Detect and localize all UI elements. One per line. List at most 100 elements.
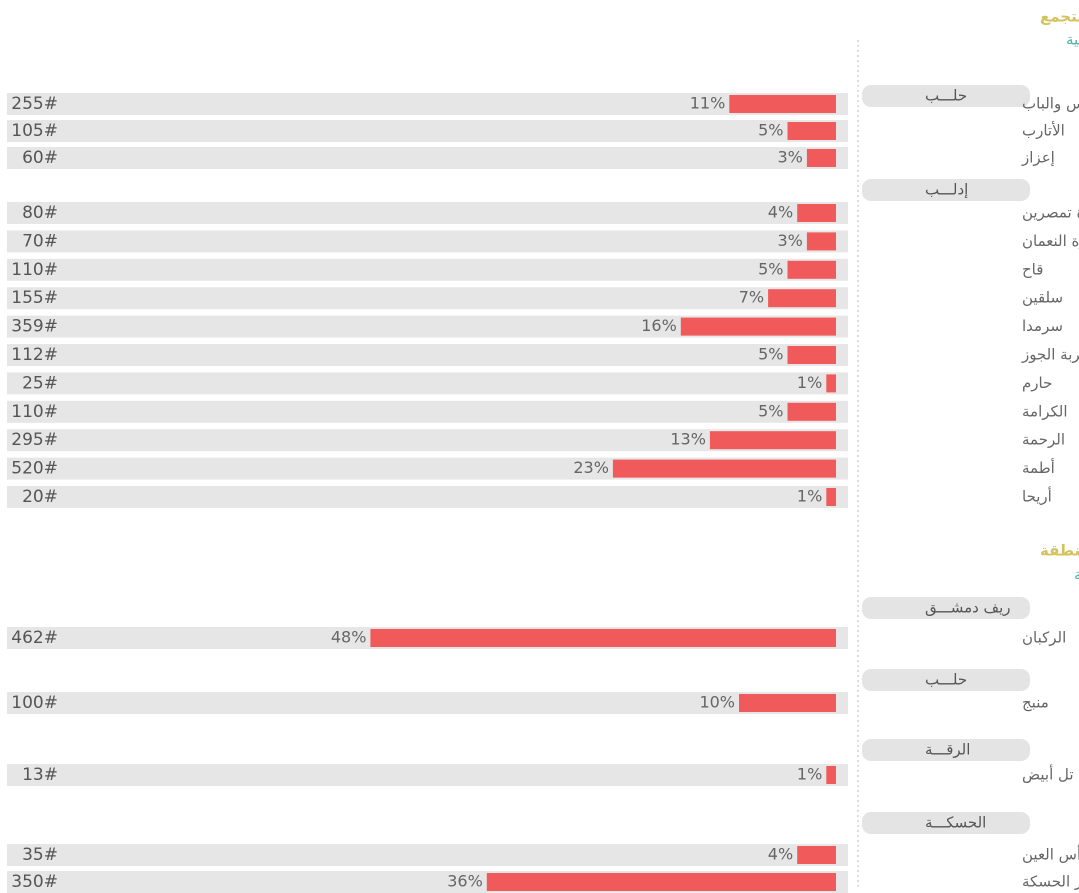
value-label: 11% xyxy=(690,94,726,113)
row-background xyxy=(7,344,848,366)
value-label: 5% xyxy=(758,345,783,364)
row-background xyxy=(7,372,848,395)
row-background xyxy=(7,764,848,786)
count-label: 35# xyxy=(22,845,58,865)
bar xyxy=(370,629,836,647)
count-label: 20# xyxy=(22,487,58,507)
row-name: مركز الحسكة xyxy=(1022,873,1079,891)
count-label: 110# xyxy=(11,260,58,280)
row-name: جرابلس والباب xyxy=(1022,95,1079,113)
bar xyxy=(797,846,836,864)
group-pill xyxy=(862,812,1030,834)
value-label: 5% xyxy=(758,259,783,278)
region-title: المخيمات الشمالية الغربية xyxy=(1066,31,1079,49)
row-name: أطمة xyxy=(1022,458,1055,477)
row-background xyxy=(7,315,848,338)
count-label: 520# xyxy=(11,459,58,479)
bar xyxy=(729,95,836,113)
group-pill xyxy=(862,739,1030,761)
value-label: 1% xyxy=(797,765,822,784)
bar xyxy=(486,873,836,891)
row-background xyxy=(7,230,848,253)
row-name: أريحا xyxy=(1022,487,1052,506)
row-background xyxy=(7,258,848,281)
region-title: المخيمات الشمالية الشرقية xyxy=(1074,566,1079,584)
row-name: خربة الجوز xyxy=(1021,346,1079,364)
bar xyxy=(612,459,836,478)
group-name: الحسكـــة xyxy=(925,814,986,832)
count-label: 105# xyxy=(11,121,58,141)
row-name: رأس العين xyxy=(1022,845,1079,864)
value-label: 23% xyxy=(573,458,609,477)
value-label: 7% xyxy=(739,288,764,307)
bar xyxy=(787,122,836,140)
row-background xyxy=(7,93,848,115)
value-label: 4% xyxy=(768,203,793,222)
row-background xyxy=(7,120,848,142)
row-background xyxy=(7,202,848,224)
value-label: 4% xyxy=(768,845,793,864)
group-pill xyxy=(862,597,1030,619)
bar xyxy=(709,431,836,450)
group-name: حلـــب xyxy=(925,671,967,689)
row-name: الأتارب xyxy=(1022,121,1065,140)
bar xyxy=(806,149,836,167)
level-title: مستوى التجمع xyxy=(1040,8,1079,26)
value-label: 10% xyxy=(699,693,735,712)
row-name: سلقين xyxy=(1022,289,1063,307)
row-name: قاح xyxy=(1022,260,1043,278)
value-label: 13% xyxy=(670,430,706,449)
value-label: 1% xyxy=(797,373,822,392)
row-background xyxy=(7,486,848,508)
row-background xyxy=(7,400,848,423)
value-label: 3% xyxy=(778,148,803,167)
bar xyxy=(787,402,836,421)
count-label: 462# xyxy=(11,628,58,648)
row-name: معرة النعمان xyxy=(1022,232,1079,250)
row-name: الركبان xyxy=(1022,629,1066,647)
count-label: 155# xyxy=(11,288,58,308)
bar xyxy=(797,204,836,222)
row-background xyxy=(7,844,848,866)
value-label: 16% xyxy=(641,316,677,335)
count-label: 295# xyxy=(11,430,58,450)
count-label: 100# xyxy=(11,693,58,713)
count-label: 80# xyxy=(22,203,58,223)
level-title: مستوى المنطقة xyxy=(1040,542,1079,560)
count-label: 25# xyxy=(22,373,58,393)
bar xyxy=(826,766,836,784)
bar xyxy=(806,232,836,251)
bar xyxy=(739,694,836,712)
group-name: إدلـــب xyxy=(925,181,968,199)
row-name: حارم xyxy=(1022,374,1052,392)
count-label: 112# xyxy=(11,345,58,365)
row-background xyxy=(7,429,848,452)
value-label: 48% xyxy=(331,628,367,647)
bar xyxy=(826,374,836,393)
count-label: 350# xyxy=(11,872,58,892)
count-label: 60# xyxy=(22,148,58,168)
row-background xyxy=(7,287,848,310)
value-label: 3% xyxy=(778,231,803,250)
row-name: الرحمة xyxy=(1022,431,1065,449)
count-label: 359# xyxy=(11,317,58,337)
bar xyxy=(680,317,836,336)
group-name: حلـــب xyxy=(925,87,967,105)
row-name: معرة تمصرين xyxy=(1022,204,1079,222)
row-name: الكرامة xyxy=(1022,402,1068,420)
value-label: 5% xyxy=(758,121,783,140)
count-label: 13# xyxy=(22,765,58,785)
group-pill xyxy=(862,179,1030,201)
bar xyxy=(768,289,836,308)
value-label: 1% xyxy=(797,487,822,506)
value-label: 5% xyxy=(758,401,783,420)
group-name: ريف دمشـــق xyxy=(925,599,1011,617)
bar xyxy=(787,260,836,279)
row-background xyxy=(7,692,848,714)
row-name: تل أبيض xyxy=(1022,765,1074,784)
row-name: منبج xyxy=(1022,694,1049,712)
row-background xyxy=(7,147,848,169)
group-pill xyxy=(862,85,1030,107)
bar xyxy=(826,488,836,506)
